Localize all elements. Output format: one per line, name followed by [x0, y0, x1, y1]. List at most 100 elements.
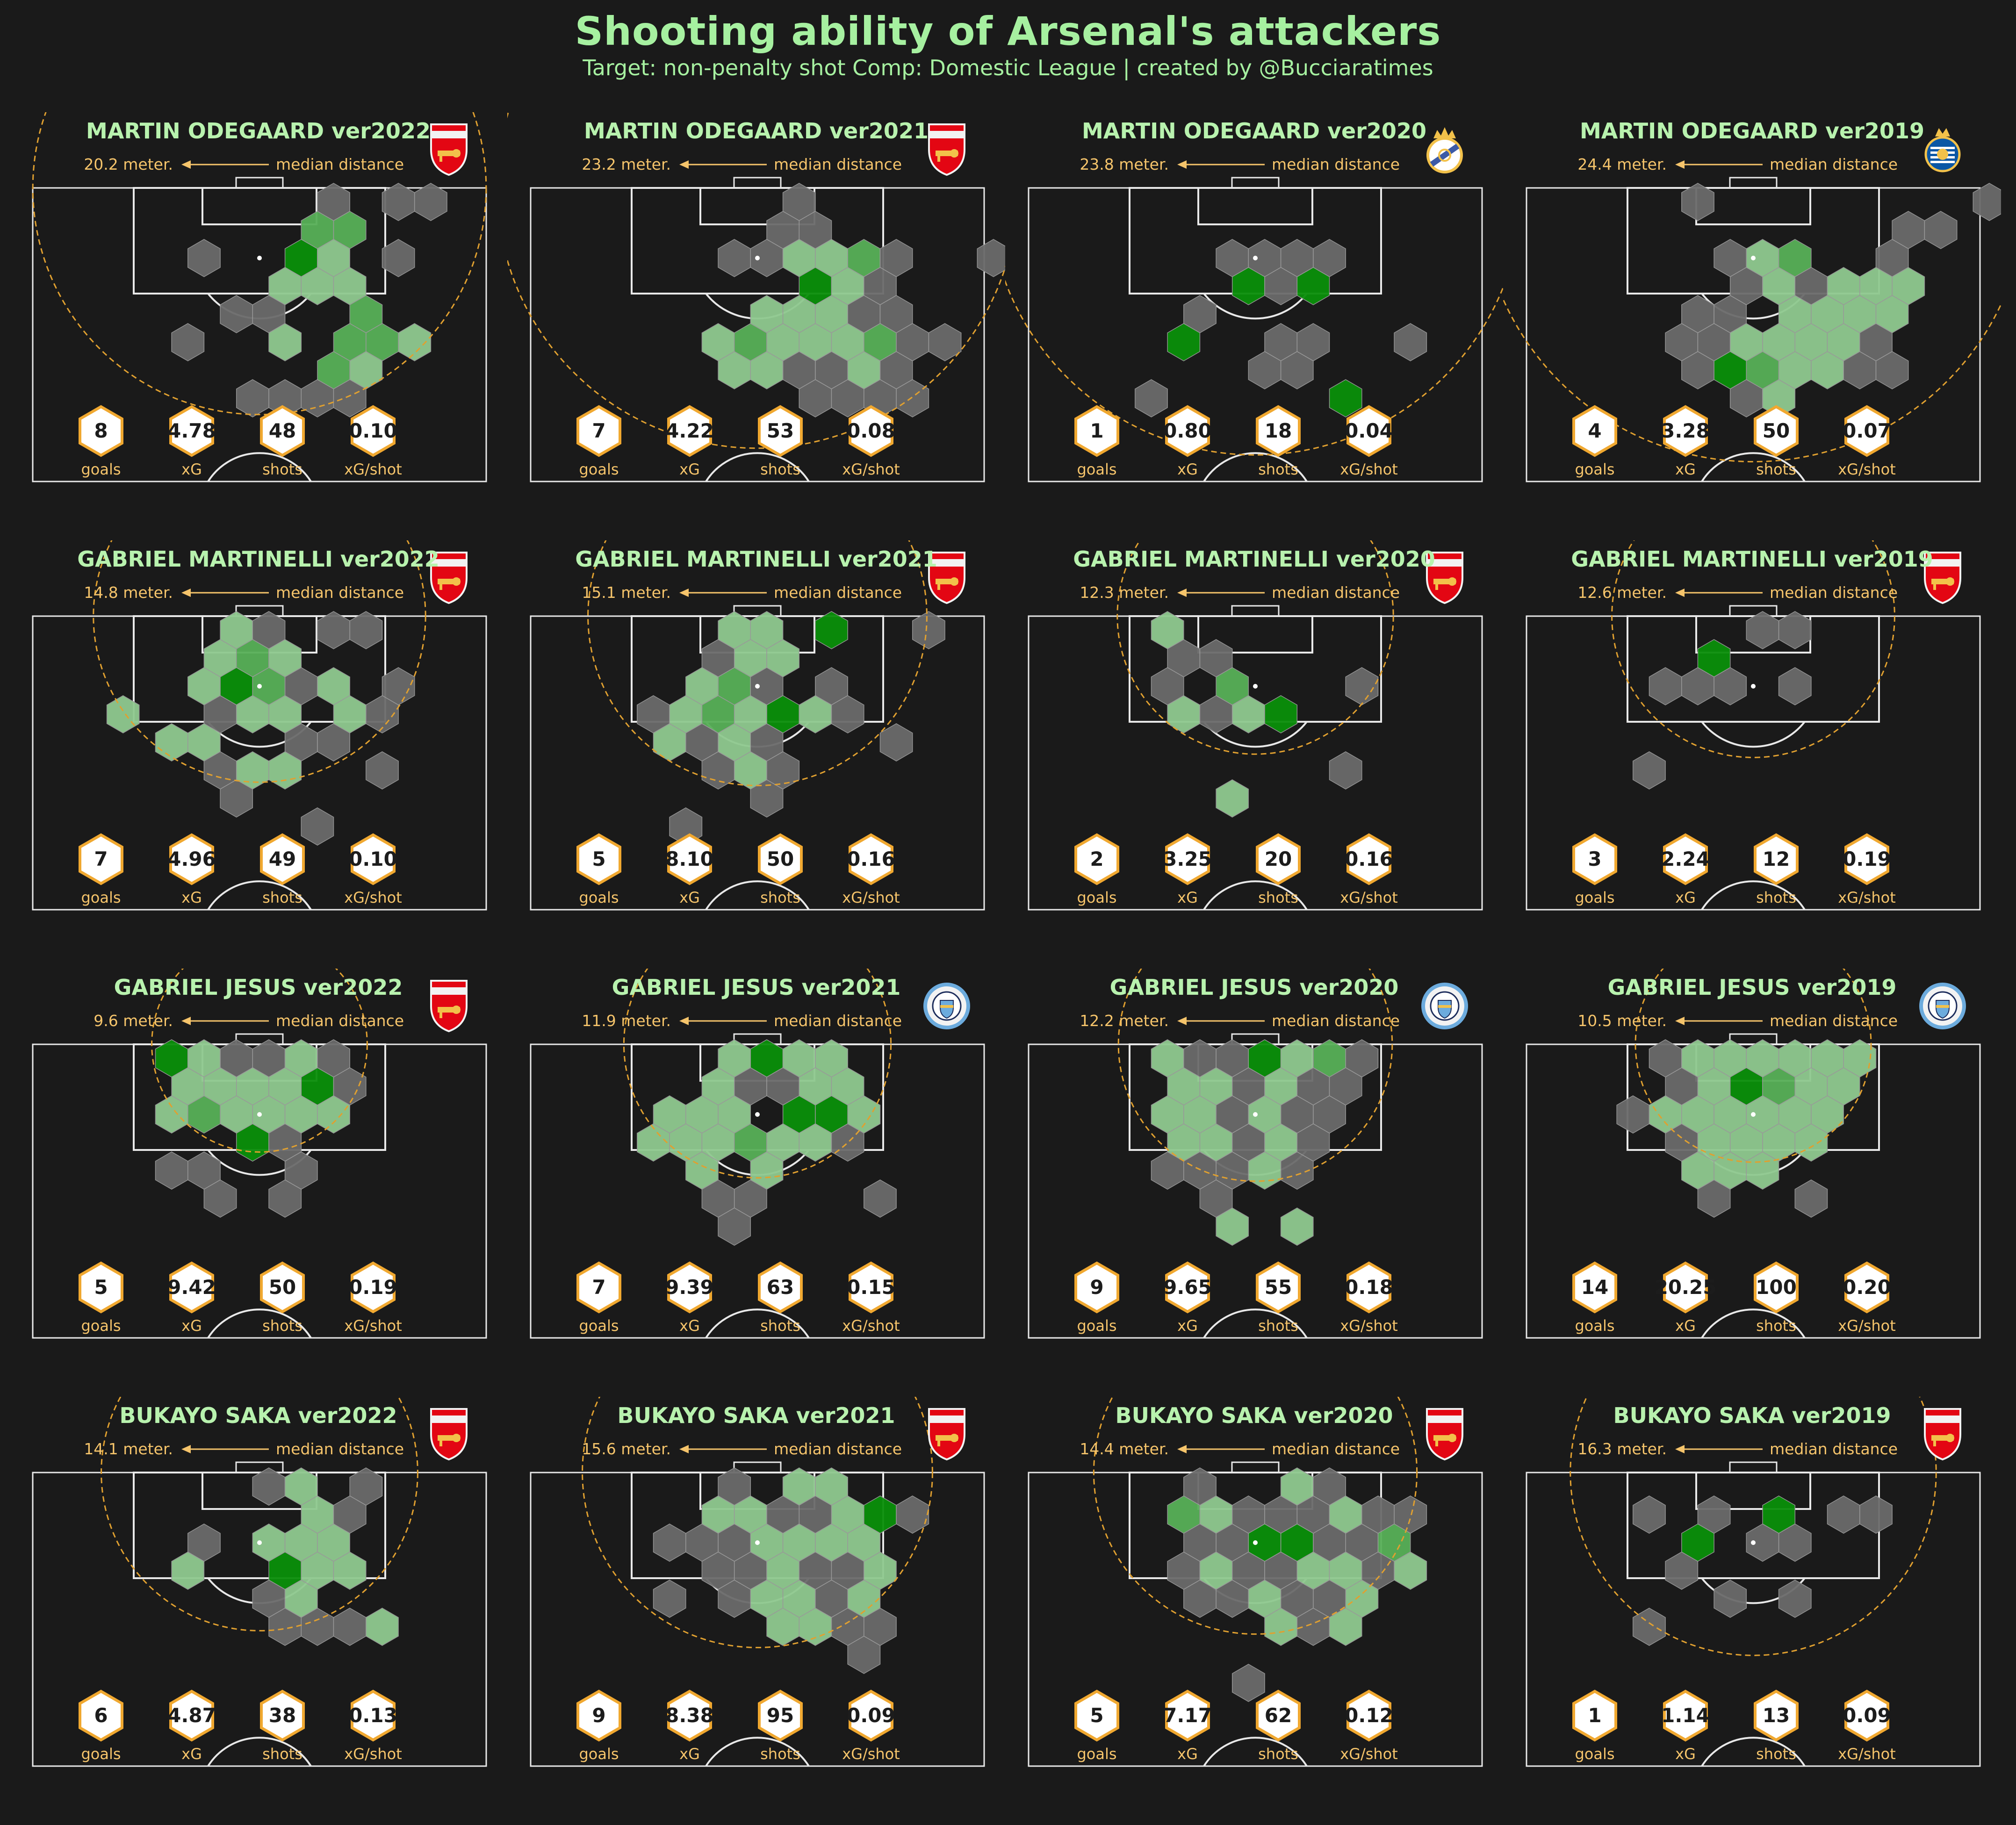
stat-label: xG/shot — [842, 1317, 900, 1335]
stat-hexagon — [667, 1261, 712, 1314]
penalty-spot — [1253, 684, 1258, 689]
figure: Shooting ability of Arsenal's attackers … — [32, 8, 2001, 1767]
shot-hexbin — [171, 323, 205, 361]
stat-label: goals — [1077, 1317, 1117, 1335]
club-crest — [1924, 1408, 1961, 1461]
panel-plot — [1028, 1397, 1483, 1767]
stat-hexagon — [1165, 833, 1210, 885]
club-crest — [430, 123, 468, 176]
stat-label: shots — [760, 1317, 800, 1335]
penalty-spot — [257, 1540, 262, 1545]
arrow-left-icon — [1675, 160, 1685, 169]
shot-hexbin — [398, 323, 432, 361]
real-madrid-crest-icon — [1426, 127, 1463, 173]
stat-hexagon — [576, 833, 621, 885]
shot-hexbin — [1875, 351, 1909, 389]
stat-value: 100 — [1756, 1276, 1797, 1299]
stat-hexagon — [1074, 833, 1119, 885]
arsenal-crest-icon — [430, 1408, 468, 1461]
median-distance-label: median distance — [1770, 1440, 1898, 1458]
club-crest — [928, 123, 965, 176]
stat-label: shots — [760, 1745, 800, 1763]
stat-value: 7.17 — [1163, 1704, 1212, 1727]
shot-hexbin — [1778, 611, 1812, 649]
median-distance-value: 20.2 meter. — [84, 155, 173, 173]
chart-title: Shooting ability of Arsenal's attackers — [575, 8, 1441, 54]
stat-value: 48 — [268, 419, 296, 442]
arsenal-crest-icon — [430, 980, 468, 1033]
goal — [1729, 1033, 1778, 1045]
shot-hexbin — [1329, 379, 1362, 417]
stat-hexagon — [1844, 405, 1889, 457]
shot-hexbin — [1827, 1495, 1860, 1534]
arrow-left-icon — [1675, 589, 1685, 597]
shot-hexbin — [1616, 1095, 1650, 1134]
median-distance-arc — [1093, 1397, 1418, 1635]
stat-value: 4 — [1588, 419, 1602, 442]
goal — [733, 1461, 782, 1473]
stat-value: 0.80 — [1163, 419, 1212, 442]
penalty-spot — [1751, 256, 1756, 260]
shot-hexbin — [847, 1636, 881, 1674]
penalty-spot — [755, 1540, 760, 1545]
panel-title: BUKAYO SAKA ver2020 — [1115, 1403, 1393, 1428]
stat-value: 50 — [268, 1276, 296, 1299]
stat-hexagon — [1346, 833, 1391, 885]
median-distance-arc — [151, 969, 368, 1153]
penalty-spot — [257, 256, 262, 260]
stat-hexagon — [758, 1689, 803, 1742]
shot-hexbin — [1746, 1151, 1779, 1190]
stat-value: 9 — [1090, 1276, 1104, 1299]
median-distance-label: median distance — [1770, 155, 1898, 173]
center-circle — [207, 1308, 312, 1339]
stat-hexagon — [1663, 1689, 1708, 1742]
penalty-spot — [755, 1112, 760, 1117]
stat-label: xG/shot — [1838, 1745, 1896, 1763]
median-distance-value: 12.2 meter. — [1080, 1012, 1169, 1030]
shot-hexbin — [1167, 323, 1201, 361]
penalty-arc — [1203, 721, 1308, 748]
stat-value: 0.09 — [1843, 1704, 1891, 1727]
panel-plot — [1526, 1397, 1981, 1767]
median-distance-label: median distance — [1272, 583, 1400, 602]
stat-value: 12 — [1762, 848, 1790, 870]
goal — [1729, 605, 1778, 617]
penalty-spot — [755, 256, 760, 260]
stat-value: 5 — [1090, 1704, 1104, 1727]
six-yard-box — [202, 187, 317, 225]
stat-value: 4.87 — [167, 1704, 216, 1727]
median-distance-label: median distance — [774, 1440, 902, 1458]
arsenal-crest-icon — [1426, 1408, 1463, 1461]
stat-value: 0.09 — [847, 1704, 895, 1727]
stat-label: goals — [579, 460, 619, 478]
penalty-spot — [755, 684, 760, 689]
panel-title: MARTIN ODEGAARD ver2019 — [1580, 118, 1924, 144]
stat-label: goals — [1575, 1317, 1615, 1335]
shot-hexbin — [1394, 1552, 1427, 1590]
stat-value: 63 — [766, 1276, 794, 1299]
club-crest — [1426, 127, 1463, 173]
stat-label: goals — [81, 1317, 121, 1335]
shot-hexbin — [718, 1207, 751, 1246]
arrow-left-icon — [1177, 1445, 1187, 1453]
goal — [235, 1461, 284, 1473]
panel-plot — [1503, 160, 2001, 482]
shot-hexbin — [1649, 667, 1682, 705]
shot-hexbin — [187, 239, 221, 277]
shot-hexbin — [155, 723, 188, 762]
shot-hexbin — [382, 183, 415, 221]
stat-value: 62 — [1264, 1704, 1292, 1727]
stat-hexagon — [1572, 1261, 1617, 1314]
panel-title: GABRIEL MARTINELLI ver2021 — [575, 546, 937, 572]
goal — [1231, 177, 1280, 189]
stat-value: 53 — [766, 419, 794, 442]
shot-hexbin — [349, 611, 383, 649]
shot-hexbin — [171, 1552, 205, 1590]
median-distance-value: 12.3 meter. — [1080, 583, 1169, 602]
median-distance-arc — [582, 1397, 933, 1648]
penalty-spot — [1751, 684, 1756, 689]
club-crest — [928, 1408, 965, 1461]
shot-hexbin — [718, 239, 751, 277]
shot-hexbin — [317, 723, 350, 762]
chart-subtitle: Target: non-penalty shot Comp: Domestic … — [583, 55, 1433, 80]
